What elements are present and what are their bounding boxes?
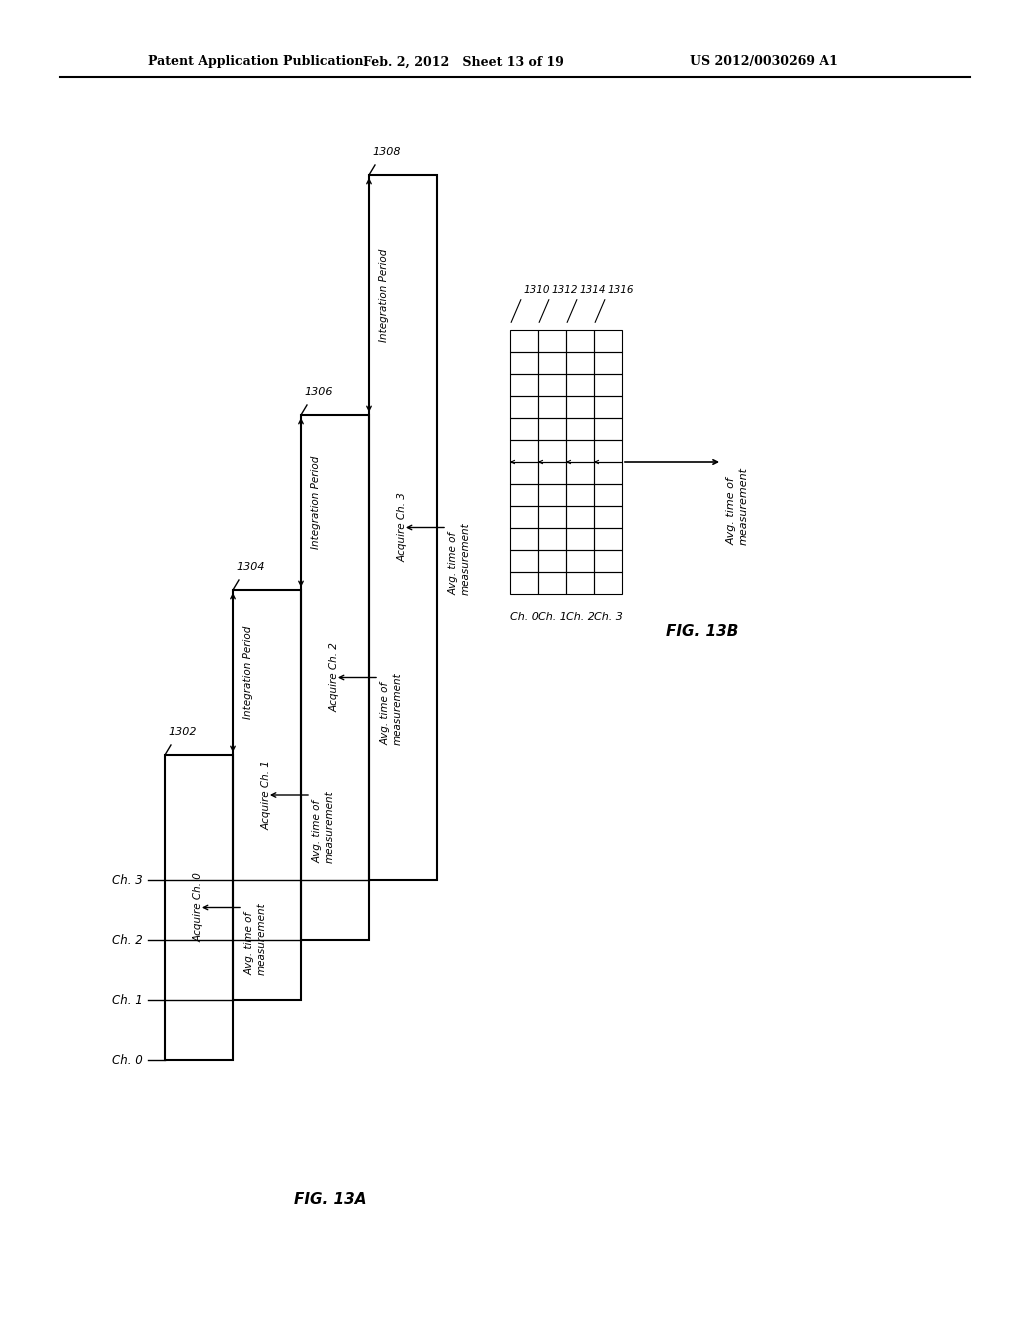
Text: 1302: 1302 bbox=[168, 727, 197, 737]
Text: Patent Application Publication: Patent Application Publication bbox=[148, 55, 364, 69]
Text: Integration Period: Integration Period bbox=[311, 455, 321, 549]
Bar bbox=[566, 550, 594, 572]
Bar bbox=[594, 572, 622, 594]
Bar bbox=[510, 440, 538, 462]
Bar bbox=[566, 462, 594, 484]
Bar bbox=[538, 528, 566, 550]
Bar bbox=[510, 374, 538, 396]
Bar bbox=[538, 440, 566, 462]
Text: Avg. time of
measurement: Avg. time of measurement bbox=[727, 467, 749, 545]
Bar bbox=[566, 440, 594, 462]
Bar bbox=[594, 418, 622, 440]
Text: 1308: 1308 bbox=[372, 147, 400, 157]
Text: Acquire Ch. 2: Acquire Ch. 2 bbox=[330, 643, 340, 713]
Bar bbox=[510, 572, 538, 594]
Bar bbox=[369, 176, 437, 880]
Bar bbox=[233, 590, 301, 1001]
Text: FIG. 13A: FIG. 13A bbox=[294, 1192, 367, 1208]
Bar bbox=[594, 506, 622, 528]
Bar bbox=[538, 418, 566, 440]
Bar bbox=[510, 484, 538, 506]
Text: 1312: 1312 bbox=[552, 285, 579, 294]
Text: Avg. time of
measurement: Avg. time of measurement bbox=[449, 523, 471, 595]
Bar bbox=[510, 352, 538, 374]
Bar bbox=[165, 755, 233, 1060]
Bar bbox=[566, 484, 594, 506]
Bar bbox=[594, 352, 622, 374]
Text: Ch. 0: Ch. 0 bbox=[510, 612, 539, 622]
Text: Ch. 1: Ch. 1 bbox=[113, 994, 143, 1006]
Bar bbox=[510, 418, 538, 440]
Text: Acquire Ch. 0: Acquire Ch. 0 bbox=[194, 873, 204, 942]
Text: Acquire Ch. 1: Acquire Ch. 1 bbox=[262, 760, 272, 830]
Bar bbox=[538, 462, 566, 484]
Bar bbox=[566, 352, 594, 374]
Bar bbox=[538, 484, 566, 506]
Text: FIG. 13B: FIG. 13B bbox=[666, 624, 738, 639]
Text: Ch. 3: Ch. 3 bbox=[113, 874, 143, 887]
Bar bbox=[566, 572, 594, 594]
Bar bbox=[594, 550, 622, 572]
Bar bbox=[566, 374, 594, 396]
Bar bbox=[594, 462, 622, 484]
Text: Avg. time of
measurement: Avg. time of measurement bbox=[381, 672, 402, 746]
Bar bbox=[510, 550, 538, 572]
Bar bbox=[510, 506, 538, 528]
Text: 1310: 1310 bbox=[524, 285, 551, 294]
Text: Ch. 2: Ch. 2 bbox=[113, 933, 143, 946]
Bar bbox=[566, 528, 594, 550]
Text: Integration Period: Integration Period bbox=[379, 248, 389, 342]
Text: Acquire Ch. 3: Acquire Ch. 3 bbox=[398, 492, 408, 562]
Bar bbox=[538, 572, 566, 594]
Text: 1304: 1304 bbox=[236, 562, 264, 572]
Bar bbox=[510, 396, 538, 418]
Bar bbox=[594, 528, 622, 550]
Bar bbox=[538, 352, 566, 374]
Bar bbox=[510, 528, 538, 550]
Bar bbox=[594, 484, 622, 506]
Text: Feb. 2, 2012   Sheet 13 of 19: Feb. 2, 2012 Sheet 13 of 19 bbox=[362, 55, 564, 69]
Bar bbox=[301, 414, 369, 940]
Bar bbox=[566, 396, 594, 418]
Bar bbox=[510, 330, 538, 352]
Text: Ch. 2: Ch. 2 bbox=[565, 612, 595, 622]
Bar bbox=[566, 418, 594, 440]
Text: 1314: 1314 bbox=[580, 285, 606, 294]
Text: Ch. 3: Ch. 3 bbox=[594, 612, 623, 622]
Bar bbox=[566, 330, 594, 352]
Bar bbox=[538, 396, 566, 418]
Text: Avg. time of
measurement: Avg. time of measurement bbox=[313, 789, 335, 863]
Bar bbox=[594, 330, 622, 352]
Bar bbox=[594, 396, 622, 418]
Text: US 2012/0030269 A1: US 2012/0030269 A1 bbox=[690, 55, 838, 69]
Bar bbox=[538, 330, 566, 352]
Bar bbox=[566, 506, 594, 528]
Bar bbox=[510, 462, 538, 484]
Text: Avg. time of
measurement: Avg. time of measurement bbox=[245, 903, 266, 975]
Bar bbox=[594, 374, 622, 396]
Bar bbox=[538, 506, 566, 528]
Text: Ch. 1: Ch. 1 bbox=[538, 612, 566, 622]
Text: 1306: 1306 bbox=[304, 387, 333, 397]
Text: Ch. 0: Ch. 0 bbox=[113, 1053, 143, 1067]
Bar bbox=[594, 440, 622, 462]
Text: 1316: 1316 bbox=[608, 285, 635, 294]
Bar bbox=[538, 550, 566, 572]
Text: Integration Period: Integration Period bbox=[243, 626, 253, 719]
Bar bbox=[538, 374, 566, 396]
